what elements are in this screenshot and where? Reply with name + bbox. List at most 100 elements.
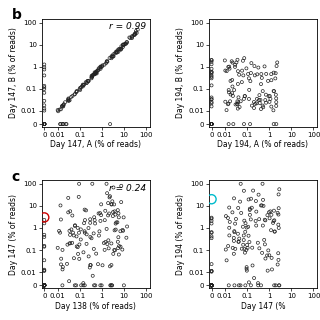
Point [273, 71, 278, 76]
Point [269, 104, 274, 109]
Point [266, 93, 271, 99]
Point [265, 253, 270, 258]
Point [111, 52, 116, 57]
Point [42, 283, 47, 288]
Point [113, 227, 118, 232]
Point [99, 202, 104, 207]
Point [76, 194, 81, 199]
Point [104, 60, 109, 66]
Point [269, 212, 274, 217]
Point [132, 32, 137, 37]
Point [60, 264, 65, 269]
Point [260, 250, 265, 255]
Point [112, 248, 117, 253]
Point [209, 122, 214, 127]
Point [112, 209, 117, 214]
Point [110, 213, 116, 219]
Point [98, 65, 103, 70]
Point [209, 122, 214, 127]
Point [209, 283, 214, 288]
Point [42, 283, 47, 288]
Point [93, 70, 99, 76]
Point [255, 72, 260, 77]
Point [42, 122, 47, 127]
Point [42, 268, 47, 273]
Point [268, 209, 273, 214]
Point [251, 100, 256, 105]
Point [209, 100, 214, 105]
Point [235, 57, 240, 62]
Point [96, 233, 101, 238]
Point [99, 212, 104, 218]
Point [209, 283, 214, 288]
Point [209, 268, 214, 274]
Point [209, 283, 214, 288]
Point [259, 75, 264, 80]
Point [93, 70, 98, 76]
Point [247, 87, 252, 92]
Point [86, 254, 91, 259]
Point [42, 283, 47, 288]
Point [57, 107, 62, 112]
Point [77, 242, 82, 247]
Point [88, 235, 93, 240]
Y-axis label: Day 194, B (% of reads): Day 194, B (% of reads) [177, 28, 186, 118]
Point [227, 66, 232, 71]
Point [109, 262, 114, 268]
Point [78, 227, 83, 232]
Point [276, 225, 281, 230]
Point [232, 87, 237, 92]
Point [276, 206, 281, 211]
Point [209, 122, 214, 127]
Point [61, 122, 66, 127]
Point [241, 96, 246, 101]
Point [102, 218, 107, 223]
Point [209, 70, 214, 76]
Point [96, 67, 101, 72]
Point [84, 208, 89, 213]
Point [76, 251, 81, 256]
Point [272, 89, 277, 94]
Point [127, 35, 132, 40]
Point [234, 60, 239, 65]
Point [116, 215, 121, 220]
Point [242, 93, 247, 99]
Point [115, 208, 120, 213]
Point [42, 283, 47, 288]
Point [119, 46, 124, 51]
Point [57, 228, 62, 234]
Point [243, 229, 248, 234]
Point [58, 203, 63, 208]
Point [42, 283, 47, 288]
Point [247, 207, 252, 212]
Point [129, 36, 134, 41]
Point [115, 48, 120, 53]
Point [246, 233, 251, 238]
Point [42, 67, 47, 72]
Point [209, 269, 214, 274]
Point [223, 68, 228, 73]
Point [230, 60, 235, 65]
Point [90, 73, 95, 78]
Point [60, 283, 65, 288]
Point [67, 279, 72, 284]
Point [237, 199, 243, 204]
Point [59, 103, 64, 108]
Point [121, 283, 126, 288]
Point [275, 210, 280, 215]
Point [239, 246, 244, 251]
Point [116, 244, 122, 249]
Point [42, 106, 47, 111]
Point [226, 101, 231, 106]
Point [119, 44, 124, 49]
Point [98, 218, 103, 223]
Point [118, 244, 123, 249]
Point [124, 40, 130, 45]
Point [255, 281, 260, 286]
Point [209, 95, 214, 100]
Point [106, 238, 111, 243]
Point [58, 107, 63, 112]
Point [121, 215, 126, 220]
Point [209, 283, 214, 288]
Point [109, 54, 114, 60]
